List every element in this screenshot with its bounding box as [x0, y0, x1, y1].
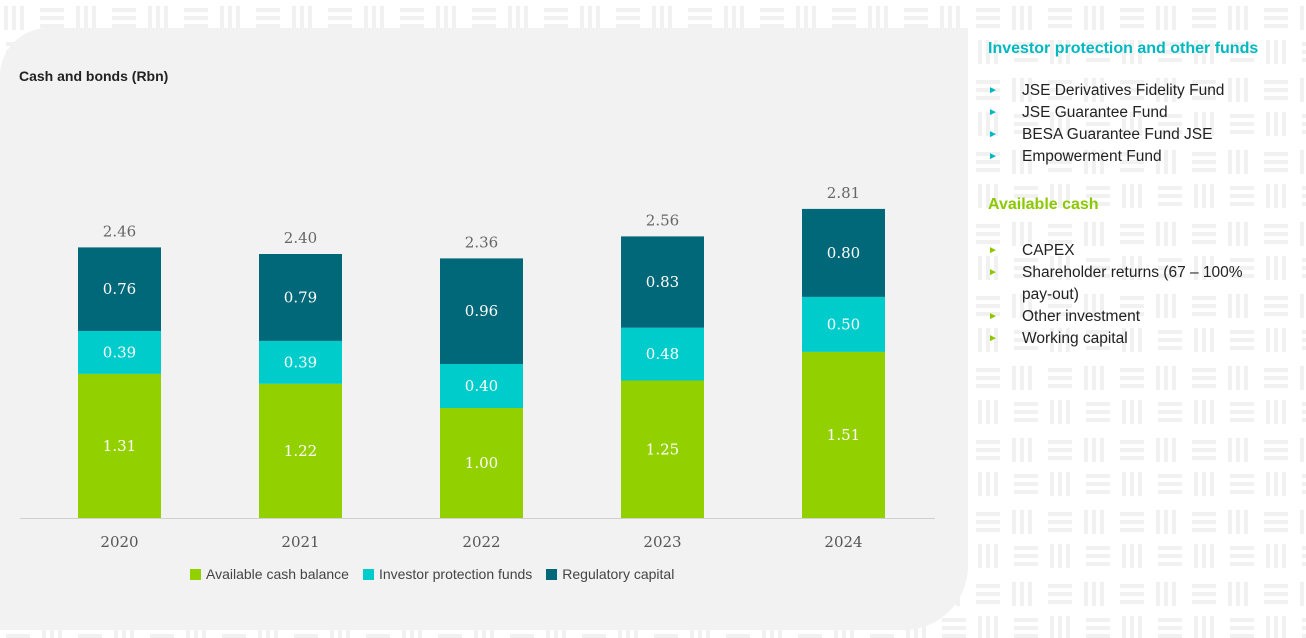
- bar-segment-regulatory: [621, 236, 704, 328]
- list-item-label: JSE Guarantee Fund: [1022, 104, 1168, 121]
- bar-segment-cash: [621, 380, 704, 518]
- bar-segment-investor: [621, 327, 704, 381]
- data-label: 0.96: [465, 302, 498, 320]
- bar-segment-regulatory: [440, 258, 523, 364]
- list-item: ► JSE Guarantee Fund: [988, 102, 1298, 124]
- stacked-bar-chart: 1.31 0.39 0.76 2.46 2020 1.22 0.39 0.79 2.40 2021…: [20, 184, 935, 551]
- list-item: ► JSE Derivatives Fidelity Fund: [988, 80, 1298, 102]
- bar-segment-cash: [440, 408, 523, 518]
- legend-swatch-investor: [362, 568, 374, 580]
- bar-segment-regulatory: [259, 254, 342, 341]
- bar-segment-regulatory: [78, 247, 161, 331]
- legend-label-cash: Available cash balance: [206, 566, 349, 582]
- list-item-label: Other investment: [1022, 308, 1141, 325]
- available-cash-heading: Available cash: [988, 196, 1099, 213]
- data-label: 1.31: [103, 437, 136, 455]
- chart-legend: Available cash balance Investor protecti…: [190, 566, 688, 582]
- data-label: 1.51: [827, 426, 860, 444]
- triangle-right-icon: ►: [988, 333, 998, 344]
- chart-title: Cash and bonds (Rbn): [19, 68, 169, 84]
- data-label: 0.48: [646, 345, 679, 363]
- list-item-label: Working capital: [1022, 330, 1128, 347]
- list-item: ► Empowerment Fund: [988, 146, 1298, 168]
- legend-swatch-cash: [190, 568, 201, 580]
- available-cash-list: ► CAPEX ► Shareholder returns (67 – 100% p…: [988, 240, 1298, 350]
- bar-segment-investor: [259, 340, 342, 384]
- data-label: 0.83: [646, 273, 679, 291]
- data-label: 0.80: [827, 244, 860, 262]
- list-item-label: JSE Derivatives Fidelity Fund: [1022, 82, 1225, 99]
- list-item: ► Other investment: [988, 306, 1298, 328]
- data-label: 1.22: [284, 442, 317, 460]
- legend-label-investor: Investor protection funds: [378, 566, 533, 582]
- legend-item-investor: Investor protection funds: [362, 566, 533, 582]
- data-label: 0.39: [103, 343, 136, 361]
- triangle-right-icon: ►: [988, 107, 998, 118]
- data-label: 0.50: [827, 315, 860, 333]
- x-tick-label: 2022: [462, 533, 500, 551]
- list-item: ► Working capital: [988, 328, 1298, 350]
- side-panel: Investor protection and other funds ► JSE…: [988, 40, 1298, 350]
- data-label: 0.76: [103, 280, 136, 298]
- investor-protection-list: ► JSE Derivatives Fidelity Fund ► JSE Guar…: [988, 80, 1298, 168]
- list-item-label: CAPEX: [1022, 242, 1075, 259]
- bar-segment-investor: [440, 364, 523, 408]
- x-tick-label: 2024: [824, 533, 862, 551]
- x-tick-label: 2021: [281, 533, 319, 551]
- data-label: 1.00: [465, 454, 498, 472]
- total-label: 2.46: [103, 222, 136, 240]
- bar-segment-cash: [802, 351, 885, 518]
- list-item: ► BESA Guarantee Fund JSE: [988, 124, 1298, 146]
- total-label: 2.40: [284, 229, 317, 247]
- list-item-label: Empowerment Fund: [1022, 148, 1162, 165]
- list-item: ► Shareholder returns (67 – 100% pay-out): [988, 262, 1298, 306]
- bar-segment-investor: [78, 331, 161, 374]
- x-tick-label: 2020: [100, 533, 138, 551]
- bar-segment-cash: [259, 383, 342, 518]
- legend-item-regulatory: Regulatory capital: [546, 566, 674, 582]
- investor-protection-heading: Investor protection and other funds: [988, 40, 1259, 57]
- list-item-label: BESA Guarantee Fund JSE: [1022, 126, 1213, 143]
- list-item-label: Shareholder returns (67 – 100% pay-out): [1022, 264, 1243, 303]
- legend-item-cash: Available cash balance: [190, 566, 349, 582]
- data-label: 0.39: [284, 353, 317, 371]
- triangle-right-icon: ►: [988, 267, 998, 278]
- bar-segment-investor: [802, 296, 885, 352]
- triangle-right-icon: ►: [988, 311, 998, 322]
- bar-segment-cash: [78, 373, 161, 518]
- triangle-right-icon: ►: [988, 85, 998, 96]
- triangle-right-icon: ►: [988, 245, 998, 256]
- legend-swatch-regulatory: [546, 568, 558, 580]
- data-label: 1.25: [646, 440, 679, 458]
- triangle-right-icon: ►: [988, 151, 998, 162]
- total-label: 2.81: [827, 184, 860, 202]
- legend-label-regulatory: Regulatory capital: [562, 566, 675, 582]
- list-item: ► CAPEX: [988, 240, 1298, 262]
- total-label: 2.36: [465, 233, 498, 251]
- data-label: 0.40: [465, 377, 498, 395]
- bar-segment-regulatory: [802, 208, 885, 297]
- triangle-right-icon: ►: [988, 129, 998, 140]
- x-tick-label: 2023: [643, 533, 681, 551]
- total-label: 2.56: [646, 211, 679, 229]
- data-label: 0.79: [284, 288, 317, 306]
